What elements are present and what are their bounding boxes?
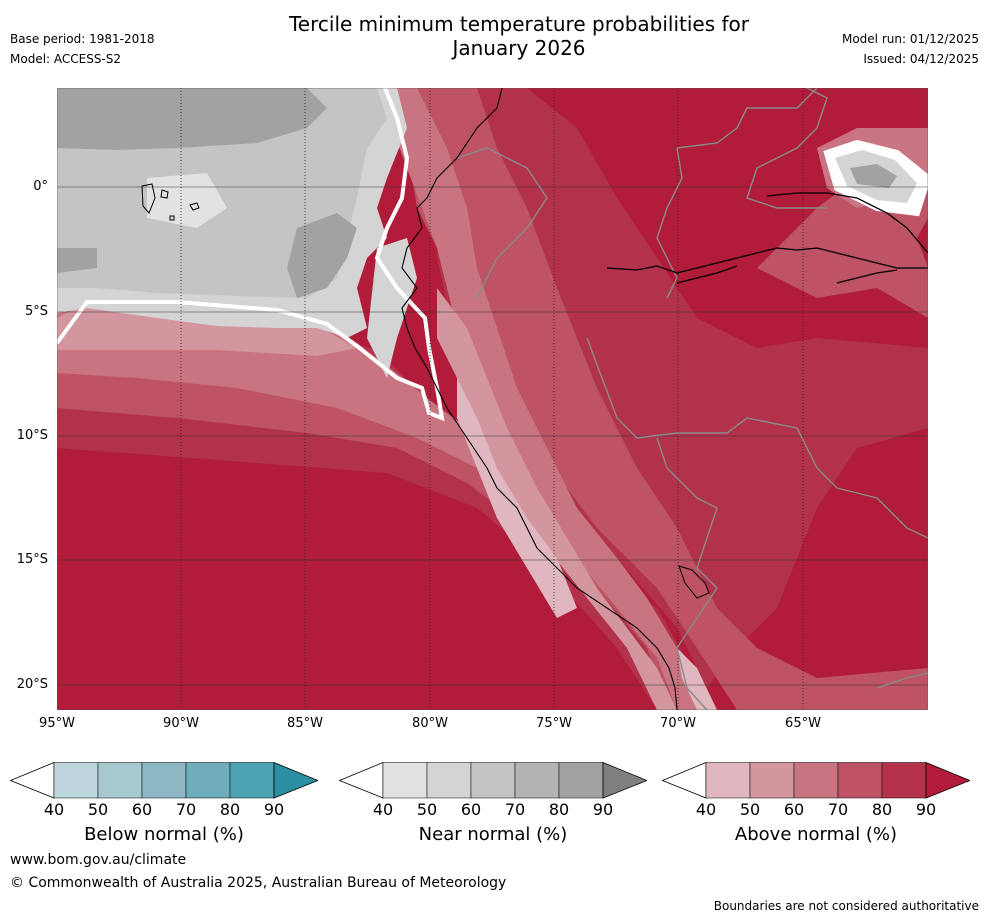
below-colorbar-segment	[53, 762, 99, 799]
lat-label-5s: 5°S	[24, 304, 48, 319]
below-colorbar-segment	[185, 762, 231, 799]
latitude-gridlines	[57, 186, 928, 686]
below-tick-80: 80	[219, 800, 241, 819]
meta-left: Base period: 1981-2018 Model: ACCESS-S2	[10, 29, 155, 69]
near-tick-80: 80	[548, 800, 570, 819]
above-colorbar-segment	[881, 762, 927, 799]
below-normal-colorbar	[10, 762, 318, 799]
above-normal-70-region-coast	[397, 88, 928, 710]
near-tick-60: 60	[460, 800, 482, 819]
below-tick-50: 50	[87, 800, 109, 819]
lat-label-20s: 20°S	[16, 677, 48, 692]
near-normal-50-coastal	[367, 238, 417, 378]
above-normal-50-region	[57, 303, 357, 356]
above-tick-90: 90	[915, 800, 937, 819]
below-normal-title: Below normal (%)	[84, 824, 244, 845]
model-run-text: Model run: 01/12/2025	[841, 32, 979, 46]
chart-title-line2: January 2026	[452, 36, 586, 60]
below-colorbar-high-extend	[273, 762, 318, 799]
above-tick-70: 70	[827, 800, 849, 819]
below-tick-90: 90	[263, 800, 285, 819]
above-colorbar-low-extend	[662, 762, 707, 799]
above-normal-80-region-land	[437, 88, 928, 688]
above-colorbar-segment	[837, 762, 883, 799]
lat-label-10s: 10°S	[16, 428, 48, 443]
model-text: Model: ACCESS-S2	[10, 52, 122, 66]
above-tick-80: 80	[871, 800, 893, 819]
below-colorbar-segment	[141, 762, 187, 799]
near-colorbar-segment	[426, 762, 472, 799]
lon-label-85w: 85°W	[287, 716, 323, 731]
above-tick-60: 60	[783, 800, 805, 819]
above-normal-50-region-coast	[437, 288, 677, 710]
lake-titicaca	[678, 565, 710, 599]
near-normal-colorbar	[339, 762, 647, 799]
above-colorbar-high-extend	[925, 762, 970, 799]
chart-title: Tercile minimum temperature probabilitie…	[0, 12, 988, 60]
lon-label-80w: 80°W	[412, 716, 448, 731]
near-colorbar-low-extend	[339, 762, 384, 799]
above-normal-colorbar	[662, 762, 970, 799]
copyright-text: © Commonwealth of Australia 2025, Austra…	[10, 875, 507, 891]
above-colorbar-segment	[705, 762, 751, 799]
above-colorbar-segment	[793, 762, 839, 799]
above-colorbar-segment	[749, 762, 795, 799]
near-normal-80-region-ne	[850, 164, 897, 188]
above-tick-40: 40	[695, 800, 717, 819]
near-colorbar-segment	[514, 762, 560, 799]
above-normal-70-region	[57, 316, 697, 710]
below-tick-60: 60	[131, 800, 153, 819]
chart-title-line1: Tercile minimum temperature probabilitie…	[288, 12, 750, 36]
near-colorbar-segment	[382, 762, 428, 799]
rivers	[606, 192, 928, 284]
below-colorbar-segment	[229, 762, 275, 799]
galapagos-islands	[141, 183, 200, 221]
near-tick-50: 50	[416, 800, 438, 819]
lon-label-90w: 90°W	[163, 716, 199, 731]
near-tick-90: 90	[592, 800, 614, 819]
near-colorbar-segment	[470, 762, 516, 799]
probability-map	[57, 88, 928, 710]
near-colorbar-high-extend	[602, 762, 647, 799]
above-tick-50: 50	[739, 800, 761, 819]
base-period-text: Base period: 1981-2018	[10, 32, 155, 46]
lon-label-75w: 75°W	[536, 716, 572, 731]
near-normal-title: Near normal (%)	[418, 824, 568, 845]
coastline	[401, 88, 678, 710]
website-url: www.bom.gov.au/climate	[10, 852, 187, 868]
meta-right: Model run: 01/12/2025 Issued: 04/12/2025	[842, 29, 979, 69]
below-tick-70: 70	[175, 800, 197, 819]
lon-label-95w: 95°W	[39, 716, 75, 731]
lon-label-70w: 70°W	[660, 716, 696, 731]
below-tick-40: 40	[43, 800, 65, 819]
near-normal-80-patch-west	[57, 248, 97, 273]
above-normal-40-region-south	[677, 648, 717, 710]
near-normal-boundary	[57, 88, 445, 422]
near-tick-40: 40	[372, 800, 394, 819]
issued-text: Issued: 04/12/2025	[863, 52, 979, 66]
below-colorbar-segment	[97, 762, 143, 799]
lat-label-15s: 15°S	[16, 552, 48, 567]
lon-label-65w: 65°W	[785, 716, 821, 731]
below-colorbar-low-extend	[10, 762, 55, 799]
near-colorbar-segment	[558, 762, 604, 799]
above-normal-title: Above normal (%)	[734, 824, 898, 845]
near-tick-70: 70	[504, 800, 526, 819]
boundaries-disclaimer: Boundaries are not considered authoritat…	[713, 899, 979, 913]
country-borders	[456, 88, 928, 710]
above-normal-60-region-coast	[377, 88, 697, 710]
near-normal-80-region	[57, 88, 327, 150]
lat-label-0: 0°	[33, 179, 48, 194]
near-normal-80-patch	[287, 213, 357, 298]
